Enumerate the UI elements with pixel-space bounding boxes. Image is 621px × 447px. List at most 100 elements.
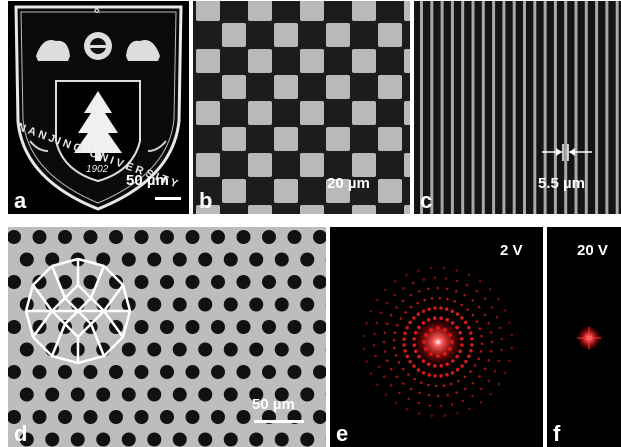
grating-line: [492, 1, 496, 214]
diffraction-spot: [384, 393, 388, 396]
diffraction-spot: [455, 312, 460, 316]
panel-d-quasicrystal-image: 50 µm d: [8, 227, 326, 447]
diffraction-spot: [433, 374, 437, 378]
diffraction-spot: [471, 394, 474, 398]
diffraction-spot: [439, 306, 443, 310]
hole: [45, 252, 60, 267]
diffraction-spot: [489, 349, 493, 353]
diffraction-spot: [487, 359, 491, 362]
hole: [274, 252, 289, 267]
diffraction-spot: [411, 281, 415, 285]
hole: [262, 230, 276, 244]
diffraction-spot: [396, 324, 399, 327]
diffraction-spot: [392, 338, 396, 342]
diffraction-spot: [375, 321, 379, 325]
grating-line: [574, 1, 578, 214]
diffraction-spot: [455, 269, 459, 272]
diffraction-spot: [384, 288, 387, 292]
diffraction-spot: [446, 297, 449, 301]
hole: [134, 320, 149, 334]
diffraction-spot: [383, 350, 387, 353]
checker-square: [300, 205, 324, 214]
diffraction-spot: [439, 404, 443, 408]
hole: [274, 432, 289, 447]
diffraction-spot: [389, 384, 393, 387]
diffraction-spot: [473, 364, 477, 367]
hole: [223, 387, 238, 402]
hole: [287, 230, 302, 244]
checker-square: [222, 127, 246, 151]
hole: [313, 230, 326, 244]
line-grating-pattern: [420, 1, 619, 214]
checker-square: [248, 205, 272, 214]
hole: [313, 365, 326, 379]
hole: [121, 252, 136, 267]
hole: [300, 432, 315, 447]
hole: [185, 320, 200, 334]
diffraction-spot: [412, 364, 416, 368]
diffraction-spot: [382, 375, 386, 378]
diffraction-spot: [369, 372, 373, 375]
grating-line: [584, 1, 588, 214]
diffraction-spot: [409, 294, 413, 297]
checker-square: [248, 49, 272, 73]
hole: [134, 275, 149, 289]
hole: [185, 410, 200, 424]
diffraction-spot: [407, 397, 410, 401]
diffraction-spot: [382, 340, 386, 344]
diffraction-spot: [423, 298, 426, 302]
diffraction-spot: [464, 320, 468, 325]
diffraction-spot: [460, 316, 464, 320]
diffraction-spot: [405, 325, 409, 330]
diffraction-spot: [402, 337, 406, 341]
checker-square: [300, 153, 324, 177]
checker-square: [404, 153, 410, 177]
diffraction-spot: [418, 391, 421, 395]
diffraction-spot: [385, 322, 389, 325]
checker-square: [248, 153, 272, 177]
diffraction-spot: [489, 392, 492, 396]
hole: [211, 320, 225, 334]
diffraction-spot: [442, 266, 446, 270]
diffraction-spot: [469, 370, 472, 373]
diffraction-spot: [402, 286, 405, 290]
hole: [287, 365, 302, 379]
diffraction-spot: [427, 373, 432, 377]
diffraction-spot: [429, 267, 433, 270]
diffraction-spot: [500, 337, 504, 341]
hole: [109, 365, 123, 379]
panel-d-label: d: [14, 421, 28, 446]
diffraction-spot: [402, 382, 405, 385]
diffraction-spot: [508, 359, 511, 363]
diffraction-spot: [488, 288, 492, 291]
checker-square: [222, 23, 246, 47]
diffraction-spot: [408, 320, 412, 325]
diffraction-spot: [455, 391, 458, 394]
diffraction-spot: [433, 276, 437, 280]
hole: [198, 342, 213, 357]
hole: [274, 342, 289, 357]
diffraction-spot: [439, 374, 443, 378]
diffraction-spot: [503, 371, 507, 375]
hole: [45, 432, 60, 447]
diffraction-spot: [466, 308, 469, 311]
hole: [262, 320, 276, 334]
hole: [8, 410, 21, 424]
hole: [32, 410, 47, 424]
diffraction-spot: [479, 401, 483, 404]
hole: [300, 342, 315, 357]
hole: [96, 432, 111, 447]
checker-square: [196, 49, 220, 73]
hole: [249, 252, 264, 267]
diffraction-spot: [369, 309, 373, 313]
hole: [8, 320, 21, 334]
checker-square: [404, 1, 410, 21]
hole: [160, 275, 174, 289]
diffraction-spot: [365, 321, 368, 325]
diffraction-spot: [416, 312, 421, 316]
hole: [70, 432, 85, 447]
hole: [249, 432, 264, 447]
checker-square: [404, 49, 410, 73]
hole: [32, 275, 47, 289]
diffraction-spot: [467, 354, 471, 359]
